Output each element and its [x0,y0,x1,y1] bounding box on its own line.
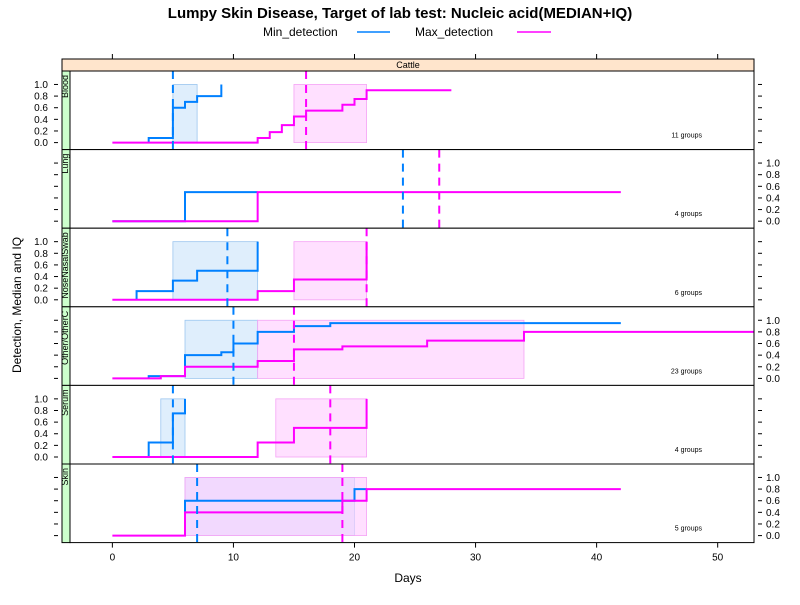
min-iq-band [172,84,198,143]
y-tick-label: 1.0 [34,394,48,405]
y-tick-label: 0.6 [34,418,48,429]
max-iq-band [293,241,368,301]
panel-plot [112,149,621,229]
strip-label: Cattle [396,60,420,70]
legend: Min_detection Max_detection [263,25,551,39]
legend-label-min: Min_detection [263,25,338,39]
y-tick-label: 0.4 [766,508,780,519]
panel-label: NoseNasalSwab [60,232,70,299]
y-tick-label: 0.4 [34,272,48,283]
x-axis-label: Days [394,571,421,585]
panel-bg [70,464,754,543]
y-tick-label: 1.0 [766,316,780,327]
y-tick-label: 0.0 [766,217,780,228]
panel-blood: Blood 11 groups 0.00.20.40.60.81.0 [34,70,762,151]
y-tick-label: 1.0 [766,473,780,484]
y-tick-label: 0.2 [34,126,48,137]
min-iq-band [184,319,259,379]
x-tick-label: 40 [591,553,603,564]
max-iq-band [184,477,368,536]
panel-strip [61,463,71,544]
panel-plot [112,71,452,150]
groups-count: 5 groups [675,526,703,533]
y-tick-label: 0.2 [766,362,780,373]
y-tick-label: 1.0 [34,237,48,248]
groups-count: 23 groups [671,368,703,375]
panel-label: Blood [60,75,70,98]
groups-count: 4 groups [675,447,703,454]
panel-nosenasalswab: NoseNasalSwab 6 groups 0.00.20.40.60.81.0 [34,227,762,308]
chart-title: Lumpy Skin Disease, Target of lab test: … [168,5,632,22]
x-axis: 0 10 20 30 40 50 [110,54,724,564]
panel-plot [112,306,754,386]
panel-lung: Lung 4 groups 0.00.20.40.60.81.0 [54,149,780,229]
y-tick-label: 0.4 [34,429,48,440]
legend-label-max: Max_detection [415,25,493,39]
x-tick-label: 30 [470,553,482,564]
y-tick-label: 0.4 [766,351,780,362]
max-detection-line [112,241,368,301]
y-tick-label: 1.0 [766,159,780,170]
y-tick-label: 0.2 [34,441,48,452]
y-tick-label: 0.0 [766,531,780,542]
y-tick-label: 0.0 [34,138,48,149]
y-tick-label: 0.2 [766,205,780,216]
y-tick-label: 0.6 [34,103,48,114]
y-tick-label: 0.6 [34,260,48,271]
y-axis-label: Detection, Median and IQ [10,237,24,373]
x-tick-label: 0 [110,553,116,564]
y-tick-label: 0.0 [766,374,780,385]
panel-plot [112,228,368,307]
y-tick-label: 0.0 [34,453,48,464]
min-detection-line [135,241,259,300]
groups-count: 11 groups [671,133,702,140]
x-tick-label: 10 [228,553,240,564]
y-tick-label: 0.8 [766,327,780,338]
max-detection-line [112,398,368,458]
x-tick-label: 50 [712,553,724,564]
y-tick-label: 0.2 [766,519,780,530]
y-tick-label: 0.8 [34,92,48,103]
max-iq-band [293,84,368,143]
panel-serum: Serum 4 groups 0.00.20.40.60.81.0 [34,384,762,465]
min-detection-line [147,84,223,143]
panel-label: Serum [60,389,70,416]
y-tick-label: 0.6 [766,182,780,193]
panel-skin: Skin 5 groups 0.00.20.40.60.81.0 [54,463,780,544]
panel-label: Skin [60,468,70,486]
y-tick-label: 0.4 [766,193,780,204]
y-tick-label: 0.4 [34,115,48,126]
groups-count: 6 groups [675,290,703,297]
y-tick-label: 0.0 [34,295,48,306]
panel-label: Lung [60,154,70,174]
max-detection-line [112,89,452,144]
panel-plot [112,385,368,464]
y-tick-label: 0.6 [766,496,780,507]
y-tick-label: 0.8 [766,485,780,496]
y-tick-label: 0.2 [34,284,48,295]
x-tick-label: 20 [349,553,361,564]
y-tick-label: 0.8 [766,170,780,181]
y-tick-label: 0.6 [766,339,780,350]
panel-plot [112,464,621,543]
y-tick-label: 1.0 [34,80,48,91]
groups-count: 4 groups [675,211,703,218]
panel-bg [70,149,754,229]
y-tick-label: 0.8 [34,249,48,260]
panel-other-otherc: Other/OtherC 23 groups 0.00.20.40.60.81.0 [54,306,780,386]
panel-label: Other/OtherC [60,310,70,365]
y-tick-label: 0.8 [34,406,48,417]
